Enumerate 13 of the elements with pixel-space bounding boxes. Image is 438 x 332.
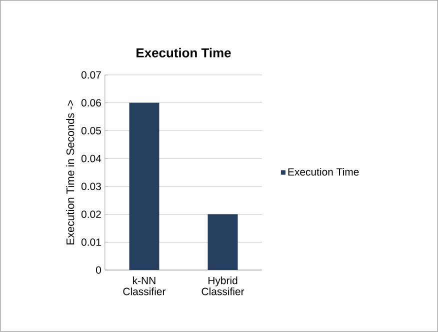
y-tick-label: 0.07 xyxy=(81,71,101,79)
y-axis-title: Execution Time in Seconds -> xyxy=(66,100,74,244)
y-tick-label: 0.03 xyxy=(81,182,101,190)
y-tick-label: 0.02 xyxy=(81,210,101,218)
chart-title: Execution Time xyxy=(136,48,231,58)
y-tick-label: 0.04 xyxy=(81,154,102,162)
legend-label: Execution Time xyxy=(288,168,359,176)
y-tick-label: 0.01 xyxy=(81,238,101,246)
x-tick-label: Hybrid Classifier xyxy=(202,276,244,296)
x-tick-label: k-NN Classifier xyxy=(123,276,166,296)
y-tick-label: 0.05 xyxy=(81,127,101,134)
y-tick-label: 0 xyxy=(96,266,102,274)
y-tick-label: 0.06 xyxy=(81,99,101,107)
